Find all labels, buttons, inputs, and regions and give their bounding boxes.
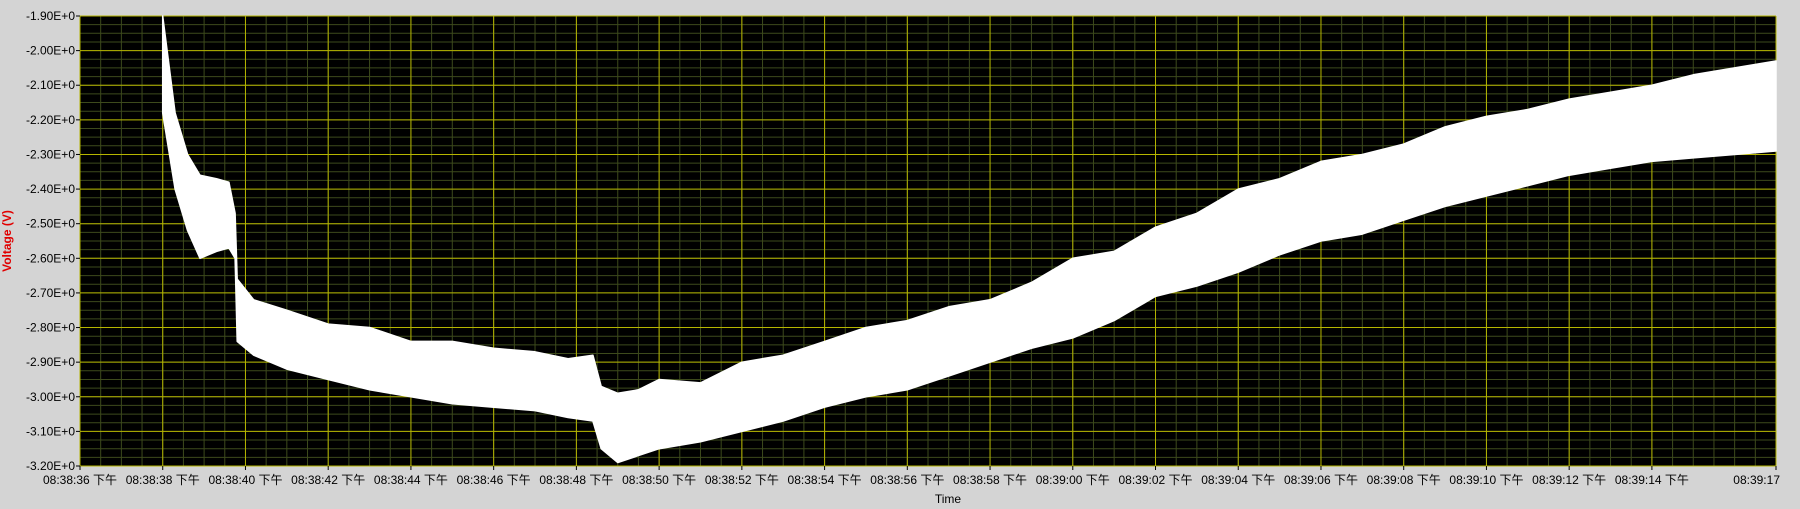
x-tick-label: 08:38:48 下午 xyxy=(539,473,613,487)
major-grid xyxy=(79,15,1777,467)
x-tick-label: 08:39:04 下午 xyxy=(1201,473,1275,487)
y-tick-label: -2.90E+0 xyxy=(26,355,75,369)
x-tick-label: 08:38:54 下午 xyxy=(788,473,862,487)
y-tick-label: -2.10E+0 xyxy=(26,78,75,92)
y-axis-ticks: -1.90E+0 -2.00E+0 -2.10E+0 -2.20E+0 -2.30E+0… xyxy=(26,9,80,473)
y-tick-label: -2.00E+0 xyxy=(26,44,75,58)
y-tick-label: -2.60E+0 xyxy=(26,251,75,265)
y-tick-label: -3.00E+0 xyxy=(26,390,75,404)
x-tick-label: 08:39:14 下午 xyxy=(1615,473,1689,487)
x-tick-label: 08:39:12 下午 xyxy=(1532,473,1606,487)
x-tick-label: 08:38:56 下午 xyxy=(870,473,944,487)
x-tick-label: 08:39:00 下午 xyxy=(1036,473,1110,487)
x-tick-label: 08:38:38 下午 xyxy=(126,473,200,487)
y-tick-label: -3.20E+0 xyxy=(26,459,75,473)
y-tick-label: -2.40E+0 xyxy=(26,182,75,196)
y-axis-label: Voltage (V) xyxy=(0,210,14,272)
x-tick-label: 08:38:46 下午 xyxy=(457,473,531,487)
series-layer xyxy=(161,15,1777,464)
y-tick-label: -3.10E+0 xyxy=(26,424,75,438)
x-tick-label: 08:38:36 下午 xyxy=(43,473,117,487)
x-axis-ticks: 08:38:36 下午 08:38:38 下午 08:38:40 下午 08:38:4… xyxy=(43,466,1780,487)
y-tick-label: -2.70E+0 xyxy=(26,286,75,300)
x-tick-label: 08:39:08 下午 xyxy=(1367,473,1441,487)
x-tick-label: 08:38:44 下午 xyxy=(374,473,448,487)
x-tick-label: 08:39:02 下午 xyxy=(1118,473,1192,487)
voltage-trace xyxy=(161,15,1777,464)
y-tick-label: -2.20E+0 xyxy=(26,113,75,127)
x-tick-label: 08:38:50 下午 xyxy=(622,473,696,487)
y-tick-label: -2.80E+0 xyxy=(26,321,75,335)
y-tick-label: -2.30E+0 xyxy=(26,147,75,161)
x-tick-label: 08:39:06 下午 xyxy=(1284,473,1358,487)
y-tick-label: -1.90E+0 xyxy=(26,9,75,23)
x-tick-label: 08:38:58 下午 xyxy=(953,473,1027,487)
x-axis-label: Time xyxy=(935,492,962,504)
x-tick-label: 08:38:42 下午 xyxy=(291,473,365,487)
x-tick-label: 08:39:17 xyxy=(1733,473,1780,487)
x-tick-label: 08:38:52 下午 xyxy=(705,473,779,487)
y-tick-label: -2.50E+0 xyxy=(26,217,75,231)
x-tick-label: 08:39:10 下午 xyxy=(1449,473,1523,487)
x-tick-label: 08:38:40 下午 xyxy=(208,473,282,487)
